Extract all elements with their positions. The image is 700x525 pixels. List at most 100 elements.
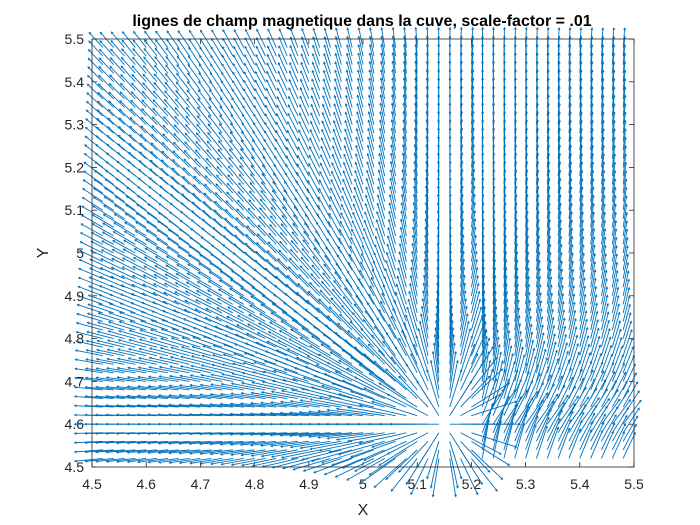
quiver-arrow [424,243,429,271]
quiver-arrowhead [106,348,110,352]
quiver-arrow [277,62,288,82]
quiver-arrowhead [270,312,274,315]
quiver-arrowhead [343,144,347,149]
quiver-arrow [335,53,342,74]
quiver-arrowhead [163,291,167,295]
quiver-arrowhead [121,31,125,35]
quiver-arrowhead [289,27,293,31]
quiver-arrow [503,389,528,425]
quiver-arrow [270,432,309,436]
quiver-arrowhead [88,276,92,280]
quiver-arrowhead [355,136,359,140]
quiver-arrowhead [222,353,226,357]
quiver-arrowhead [270,390,274,394]
quiver-arrowhead [374,325,377,329]
quiver-arrow [391,128,396,151]
quiver-arrowhead [109,57,113,61]
quiver-arrow [96,118,114,134]
quiver-arrow [332,145,342,168]
quiver-arrowhead [322,103,325,107]
quiver-arrow [299,265,320,288]
quiver-arrowhead [332,145,335,149]
quiver-arrow [391,103,396,125]
quiver-arrow [199,64,212,83]
quiver-arrowhead [354,178,357,182]
quiver-arrowhead [417,327,421,331]
quiver-arrow [262,458,299,468]
quiver-arrow [425,218,429,245]
quiver-arrow [568,326,577,356]
quiver-arrow [546,252,551,279]
quiver-arrow [243,88,255,108]
quiver-arrowhead [219,114,222,118]
quiver-arrowhead [248,314,252,317]
quiver-arrowhead [588,352,591,356]
quiver-arrowhead [197,97,201,101]
quiver-arrow [165,73,180,91]
quiver-arrowhead [613,194,617,198]
quiver-arrow [92,205,114,220]
quiver-arrow [622,381,639,408]
quiver-arrowhead [623,27,627,31]
quiver-arrowhead [238,173,242,177]
quiver-arrowhead [325,422,329,426]
quiver-arrowhead [551,400,555,404]
quiver-arrowhead [423,266,427,270]
quiver-arrowhead [209,393,213,396]
quiver-arrow [77,295,103,305]
quiver-arrow [188,47,201,65]
quiver-arrowhead [592,244,596,248]
quiver-arrowhead [531,339,535,343]
quiver-arrow [525,235,529,262]
quiver-arrow [622,220,628,245]
quiver-arrowhead [77,276,81,280]
quiver-arrow [179,394,212,399]
quiver-arrow [536,341,545,373]
quiver-arrowhead [200,373,204,377]
quiver-arrow [535,308,542,339]
quiver-arrow [128,339,158,348]
quiver-arrow [579,310,587,339]
quiver-arrow [514,414,527,451]
quiver-arrowhead [140,116,144,120]
quiver-arrow [197,106,212,125]
quiver-arrowhead [602,203,606,207]
quiver-arrow [211,364,244,374]
quiver-arrow [95,405,125,408]
quiver-arrow [407,299,418,331]
quiver-arrowhead [157,432,161,436]
quiver-arrow [601,95,604,117]
quiver-arrow [85,449,114,453]
quiver-arrow [546,153,550,176]
quiver-arrow [535,292,542,322]
quiver-arrowhead [487,375,491,379]
quiver-arrow [413,194,418,219]
quiver-arrow [250,440,288,446]
quiver-arrowhead [233,45,236,49]
quiver-arrow [221,55,234,74]
quiver-arrow [492,267,496,296]
quiver-arrow [415,44,418,65]
quiver-arrowhead [614,414,617,418]
quiver-arrow [414,144,418,168]
quiver-arrow [611,253,618,279]
quiver-arrowhead [322,94,325,99]
quiver-arrow [568,343,579,373]
quiver-arrow [622,338,633,365]
quiver-arrow [514,323,521,356]
quiver-arrow [343,145,353,168]
quiver-arrow [179,440,212,445]
quiver-arrowhead [87,66,91,70]
quiver-arrowhead [218,279,222,283]
quiver-arrow [410,458,429,495]
quiver-arrowhead [332,136,336,140]
quiver-arrow [319,171,331,194]
quiver-arrow [218,140,234,160]
quiver-arrow [233,353,266,365]
quiver-arrow [153,283,179,297]
quiver-arrow [590,145,594,168]
quiver-arrowhead [308,435,312,439]
quiver-arrowhead [527,291,531,295]
quiver-arrow [546,186,550,211]
quiver-arrowhead [163,282,167,286]
